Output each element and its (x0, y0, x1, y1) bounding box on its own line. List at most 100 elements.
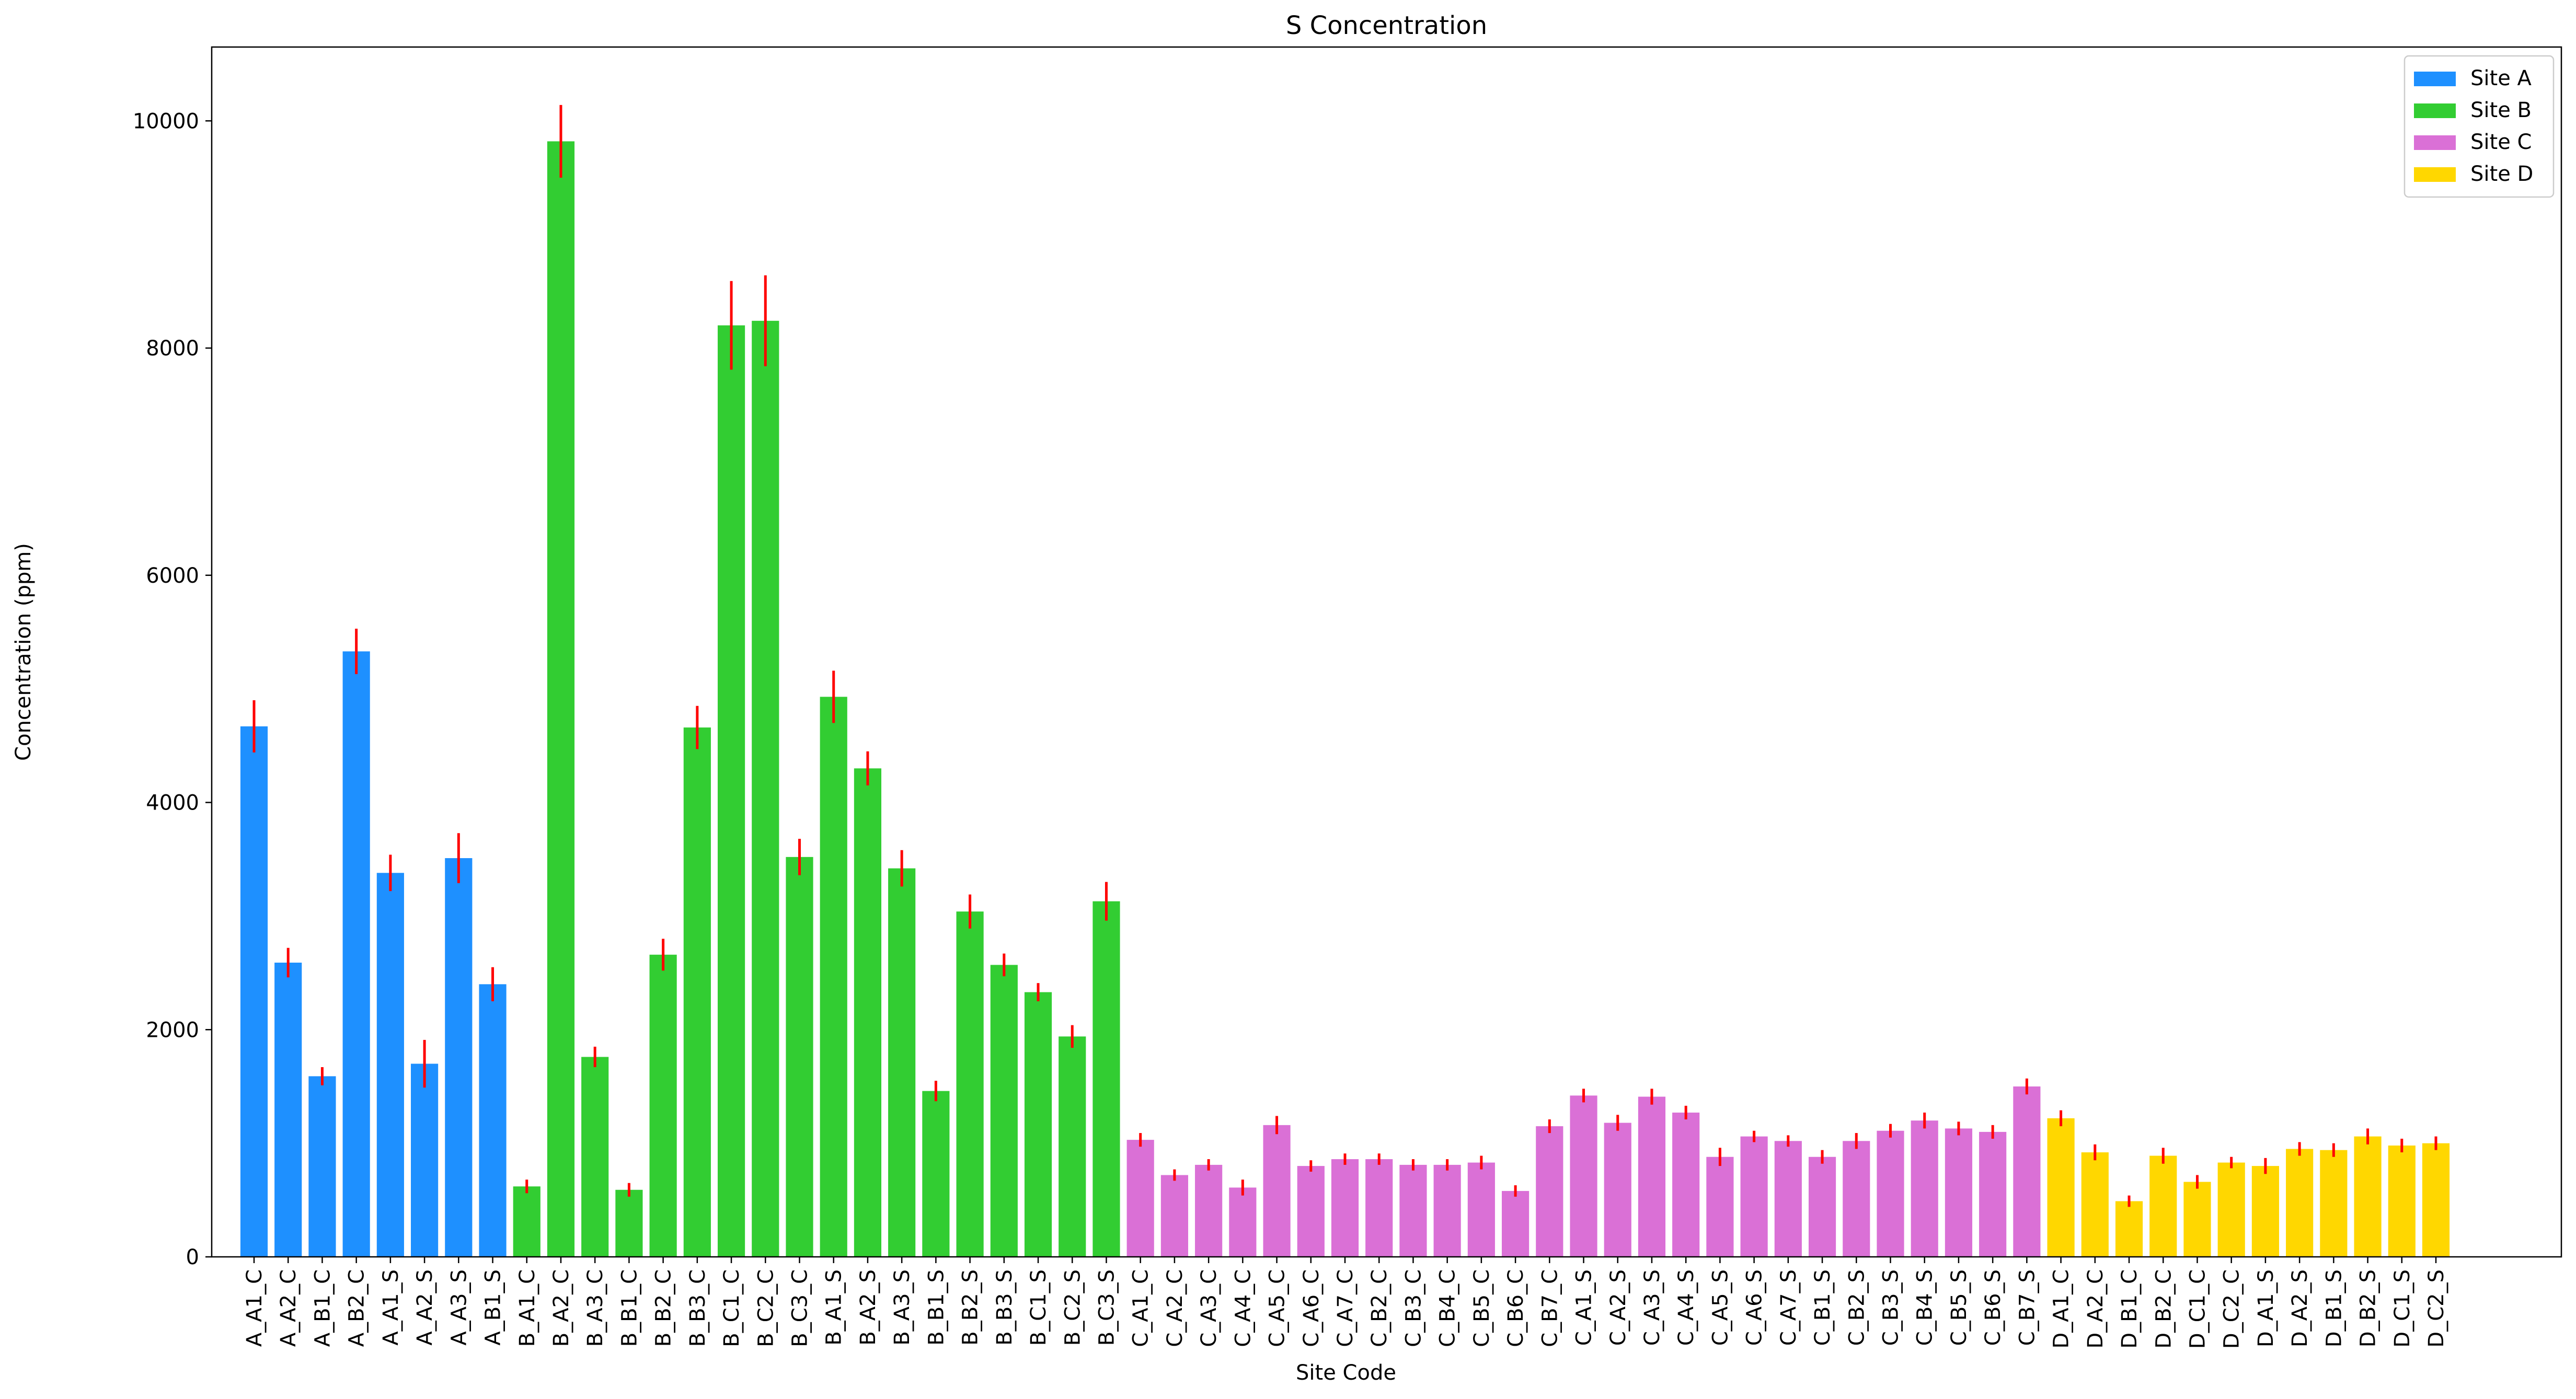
y-axis-title: Concentration (ppm) (12, 543, 36, 761)
bar-B_C3_S (1092, 901, 1120, 1257)
x-tick-label: C_A6_C (1300, 1269, 1324, 1347)
x-tick-label: B_C3_C (788, 1269, 812, 1347)
x-tick-label: D_C2_C (2220, 1269, 2244, 1349)
bar-B_A1_C (513, 1186, 540, 1257)
y-tick-label: 10000 (133, 109, 199, 133)
x-tick-label: D_C1_S (2390, 1269, 2414, 1348)
bar-B_B1_S (922, 1091, 950, 1257)
bar-C_B5_S (1945, 1128, 1973, 1257)
bar-C_A5_C (1263, 1125, 1291, 1257)
bar-D_C1_S (2388, 1145, 2416, 1257)
x-tick-label: D_B1_S (2322, 1269, 2346, 1347)
x-tick-label: C_B3_C (1401, 1269, 1425, 1347)
x-tick-label: A_A1_C (243, 1269, 267, 1347)
legend: Site A Site B Site C Site D (2404, 55, 2555, 198)
x-tick-label: B_C3_S (1095, 1269, 1119, 1346)
x-tick-label: D_B1_C (2118, 1269, 2142, 1349)
plot-frame (211, 46, 2562, 1258)
bar-D_A2_C (2081, 1152, 2109, 1257)
bar-C_A5_S (1706, 1157, 1734, 1257)
bar-C_A4_S (1672, 1112, 1700, 1257)
bar-A_B1_C (308, 1076, 336, 1257)
bar-C_B5_C (1467, 1162, 1495, 1257)
bar-C_A6_S (1740, 1136, 1768, 1257)
legend-swatch-site-d (2414, 167, 2456, 182)
x-tick-label: B_B2_C (652, 1269, 676, 1347)
x-tick-label: C_B7_S (2015, 1269, 2039, 1346)
x-tick-label: B_A3_S (890, 1269, 914, 1346)
bar-C_A7_S (1774, 1141, 1802, 1257)
y-tick-label: 0 (186, 1245, 199, 1269)
x-tick-label: A_B2_C (345, 1269, 369, 1347)
x-tick-label: C_B5_S (1947, 1269, 1971, 1346)
bar-C_B2_S (1843, 1141, 1870, 1257)
bar-A_A1_C (240, 726, 268, 1257)
legend-box (2404, 55, 2555, 198)
bar-A_A1_S (376, 873, 404, 1257)
bar-D_C1_C (2183, 1182, 2211, 1257)
bar-C_A1_S (1570, 1095, 1597, 1257)
bar-A_B2_C (342, 651, 370, 1257)
bar-B_B2_C (649, 954, 677, 1257)
bar-C_B6_S (1979, 1131, 2007, 1257)
legend-label: Site C (2470, 130, 2532, 154)
bar-B_B3_S (990, 965, 1018, 1257)
x-tick-label: B_A2_S (856, 1269, 880, 1346)
bars-layer (240, 141, 2450, 1257)
y-tick-label: 2000 (146, 1018, 199, 1042)
bar-B_A1_S (820, 697, 847, 1257)
x-tick-label: D_A2_C (2084, 1269, 2108, 1349)
x-tick-label: C_A1_S (1572, 1269, 1596, 1346)
x-tick-label: B_A1_S (822, 1269, 846, 1346)
bar-C_A3_S (1638, 1096, 1666, 1257)
legend-label: Site B (2470, 98, 2532, 122)
x-tick-label: D_B2_C (2152, 1269, 2176, 1349)
bar-D_B2_C (2149, 1155, 2177, 1257)
x-tick-label: C_A6_S (1743, 1269, 1767, 1346)
bar-A_A3_S (445, 858, 473, 1257)
x-tick-label: C_A4_S (1674, 1269, 1698, 1346)
x-tick-label: B_A1_C (515, 1269, 539, 1347)
x-tick-label: C_A7_C (1333, 1269, 1358, 1347)
bar-C_A2_S (1604, 1123, 1631, 1257)
bar-D_B2_S (2354, 1136, 2382, 1257)
x-tick-label: D_C2_S (2424, 1269, 2448, 1348)
bar-B_C2_C (752, 320, 779, 1257)
x-tick-label: B_B1_S (924, 1269, 948, 1346)
bar-D_C2_C (2217, 1162, 2245, 1257)
bar-A_A2_S (411, 1063, 439, 1257)
y-tick-label: 4000 (146, 791, 199, 815)
bar-D_B1_C (2115, 1201, 2143, 1257)
x-tick-label: D_B2_S (2356, 1269, 2380, 1347)
legend-label: Site A (2470, 66, 2532, 90)
bar-C_A4_C (1229, 1187, 1257, 1257)
bar-B_C3_C (786, 857, 813, 1257)
bar-C_A6_C (1297, 1166, 1325, 1257)
x-tick-label: A_A2_S (413, 1269, 437, 1346)
x-tick-label: C_A3_C (1197, 1269, 1221, 1347)
bar-C_B6_C (1502, 1190, 1530, 1257)
bar-B_A3_S (888, 868, 916, 1257)
chart-title: S Concentration (1286, 11, 1487, 40)
bar-C_B2_C (1365, 1159, 1393, 1257)
x-tick-label: B_A3_C (583, 1269, 607, 1347)
x-tick-label: B_C1_C (720, 1269, 744, 1347)
bar-C_B7_S (2013, 1086, 2041, 1257)
x-tick-label: C_B7_C (1538, 1269, 1562, 1347)
x-tick-label: C_B5_C (1470, 1269, 1494, 1347)
x-tick-label: D_A1_C (2050, 1269, 2074, 1349)
x-tick-label: B_B3_C (686, 1269, 710, 1347)
x-tick-label: D_C1_C (2186, 1269, 2210, 1349)
legend-swatch-site-a (2414, 72, 2456, 86)
x-tick-label: C_B1_S (1811, 1269, 1835, 1346)
bar-C_B1_S (1808, 1157, 1836, 1257)
legend-label: Site D (2470, 162, 2533, 186)
x-tick-label: C_B6_C (1504, 1269, 1528, 1347)
x-tick-label: C_B2_C (1367, 1269, 1392, 1347)
x-tick-label: C_A5_S (1708, 1269, 1732, 1346)
axes-layer: A_A1_C A_A2_C A_B1_C A_B2_C A_A1_S A_A2_S A_A3… (133, 46, 2562, 1349)
bar-A_A2_C (274, 963, 302, 1257)
x-axis-title: Site Code (1296, 1361, 1396, 1385)
